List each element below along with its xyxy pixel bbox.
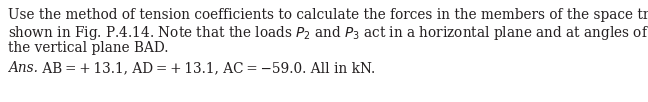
Text: Ans.: Ans. bbox=[8, 62, 38, 75]
Text: shown in Fig. P.4.14. Note that the loads $P_2$ and $P_3$ act in a horizontal pl: shown in Fig. P.4.14. Note that the load… bbox=[8, 24, 648, 43]
Text: Use the method of tension coefficients to calculate the forces in the members of: Use the method of tension coefficients t… bbox=[8, 8, 648, 22]
Text: the vertical plane BAD.: the vertical plane BAD. bbox=[8, 41, 168, 55]
Text: AB = + 13.1, AD = + 13.1, AC = −59.0. All in kN.: AB = + 13.1, AD = + 13.1, AC = −59.0. Al… bbox=[38, 62, 375, 75]
